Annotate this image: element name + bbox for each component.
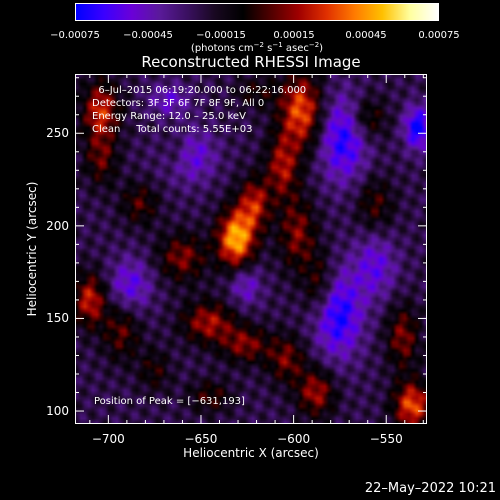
y-tick-label: 150 xyxy=(46,311,69,326)
colorbar-tick-label: −0.00045 xyxy=(123,30,173,41)
y-tick-label: 250 xyxy=(46,126,69,141)
colorbar-tick-label: 0.00045 xyxy=(345,30,387,41)
x-tick-label: −700 xyxy=(91,432,125,446)
plot-frame xyxy=(75,74,427,424)
y-axis-label: Heliocentric Y (arcsec) xyxy=(25,181,39,317)
x-axis-label: Heliocentric X (arcsec) xyxy=(183,446,319,460)
plot-area: 6–Jul–2015 06:19:20.000 to 06:22:16.000 … xyxy=(75,74,427,424)
peak-position-label: Position of Peak = [−631,193] xyxy=(94,396,245,407)
x-tick-label: −550 xyxy=(369,432,403,446)
info-counts: Clean Total counts: 5.55E+03 xyxy=(92,124,253,135)
info-detectors: Detectors: 3F 5F 6F 7F 8F 9F, All 0 xyxy=(92,98,265,109)
colorbar-tick-label: −0.00015 xyxy=(196,30,246,41)
info-time-range: 6–Jul–2015 06:19:20.000 to 06:22:16.000 xyxy=(92,85,307,96)
y-tick-label: 100 xyxy=(46,404,69,419)
heatmap-image xyxy=(75,74,427,424)
info-energy-range: Energy Range: 12.0 – 25.0 keV xyxy=(92,111,246,122)
colorbar-tick-label: 0.00015 xyxy=(273,30,315,41)
x-tick-label: −650 xyxy=(184,432,218,446)
colorbar-gradient xyxy=(76,4,438,20)
colorbar-units: (photons cm−2 s−1 asec−2) xyxy=(190,41,324,54)
colorbar-tick-label: 0.00075 xyxy=(418,30,460,41)
x-tick-label: −600 xyxy=(277,432,311,446)
colorbar-tick-label: −0.00075 xyxy=(50,30,100,41)
timestamp: 22–May–2022 10:21 xyxy=(364,481,496,496)
y-tick-label: 200 xyxy=(46,218,69,233)
colorbar xyxy=(75,3,439,21)
plot-border xyxy=(75,74,427,424)
chart-title: Reconstructed RHESSI Image xyxy=(141,53,361,71)
